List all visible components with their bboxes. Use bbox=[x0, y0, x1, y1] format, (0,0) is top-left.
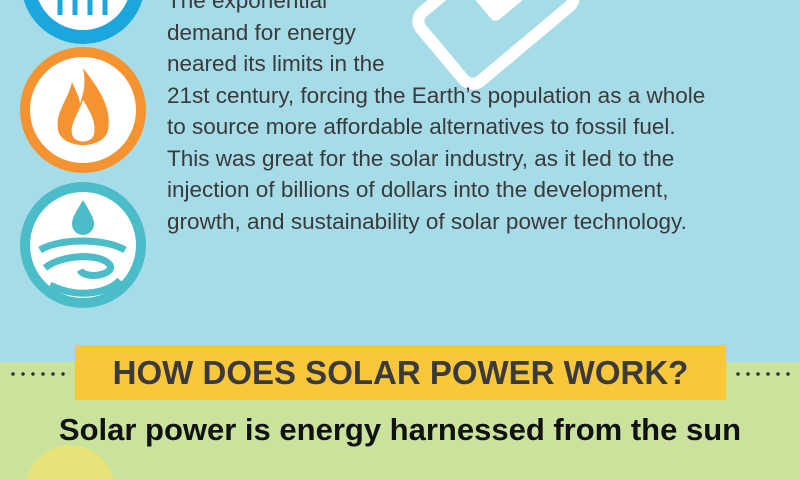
wind-lines bbox=[57, 0, 108, 15]
text-line: growth, and sustainability of solar powe… bbox=[167, 208, 687, 234]
waves bbox=[38, 237, 127, 297]
dotted-line bbox=[8, 371, 70, 377]
text-line: demand for energy bbox=[167, 19, 356, 45]
text-line: neared its limits in the bbox=[167, 51, 385, 76]
drop bbox=[72, 200, 94, 235]
text-line: injection of billions of dollars into th… bbox=[167, 177, 669, 202]
text-line: 21st century, forcing the Earth’s popula… bbox=[167, 82, 706, 108]
text-line: The exponential bbox=[167, 0, 328, 13]
dotted-line bbox=[733, 371, 795, 377]
section-heading: HOW DOES SOLAR POWER WORK? bbox=[75, 345, 726, 400]
text-line: This was great for the solar industry, a… bbox=[167, 145, 675, 171]
section-subheading: Solar power is energy harnessed from the… bbox=[58, 412, 742, 447]
sun-glow bbox=[26, 445, 114, 480]
flame-inner bbox=[71, 100, 95, 142]
text-line: to source more affordable alternatives t… bbox=[167, 114, 676, 139]
wallet-icon bbox=[412, 0, 580, 90]
intro-text: The exponential demand for energy neared i… bbox=[167, 0, 705, 237]
